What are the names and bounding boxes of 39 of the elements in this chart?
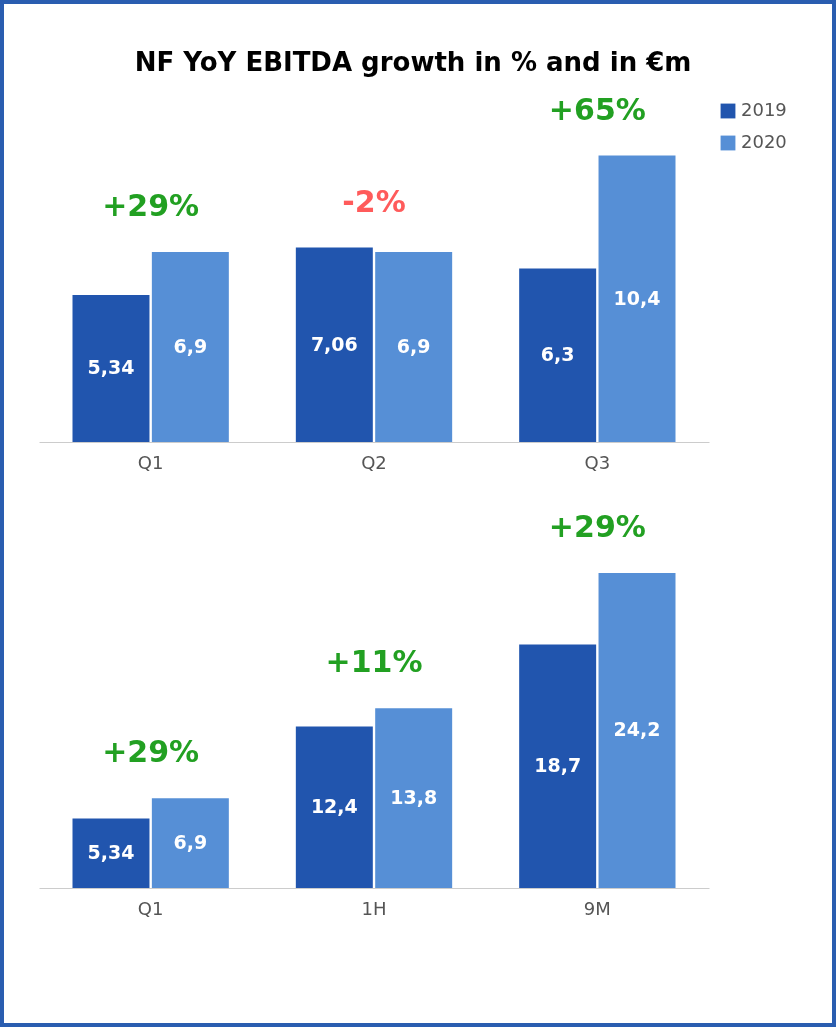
bar <box>519 644 597 888</box>
chart-title: NF YoY EBITDA growth in % and in €m <box>134 46 692 77</box>
x-tick-label: 1H <box>361 897 387 919</box>
data-label: 6,9 <box>396 335 431 357</box>
bar <box>151 798 229 888</box>
data-label: 5,34 <box>87 841 135 864</box>
bar <box>519 268 597 442</box>
annotation: +11% <box>325 644 423 680</box>
data-label: 5,34 <box>87 356 135 379</box>
x-tick-label: 9M <box>583 897 611 919</box>
data-label: 6,9 <box>173 335 208 357</box>
annotation: -2% <box>342 183 406 219</box>
x-tick-label: Q2 <box>361 451 387 473</box>
data-label: 6,3 <box>540 343 575 366</box>
bar <box>375 708 453 888</box>
bar <box>598 155 676 442</box>
x-tick-label: Q1 <box>137 451 164 473</box>
data-label: 12,4 <box>310 795 358 818</box>
data-label: 13,8 <box>390 786 438 809</box>
legend-label: 2020 <box>741 131 787 152</box>
data-label: 10,4 <box>613 286 661 309</box>
bar <box>598 572 676 888</box>
text: +65% <box>548 91 646 127</box>
legend-label: 2019 <box>741 99 787 120</box>
data-label: 24,2 <box>613 718 661 741</box>
data-label: 6,9 <box>173 831 208 854</box>
text: +29% <box>548 508 646 544</box>
bar <box>72 294 150 442</box>
annotation: +29% <box>102 734 200 770</box>
annotation: +29% <box>102 187 200 223</box>
bar <box>295 726 373 888</box>
bar <box>72 818 150 888</box>
data-label: 7,06 <box>310 332 358 355</box>
bar <box>295 247 373 442</box>
bar <box>375 251 453 442</box>
data-label: 18,7 <box>534 754 582 777</box>
x-tick-label: Q3 <box>584 451 611 473</box>
x-tick-label: Q1 <box>137 897 164 919</box>
bar <box>151 251 229 442</box>
